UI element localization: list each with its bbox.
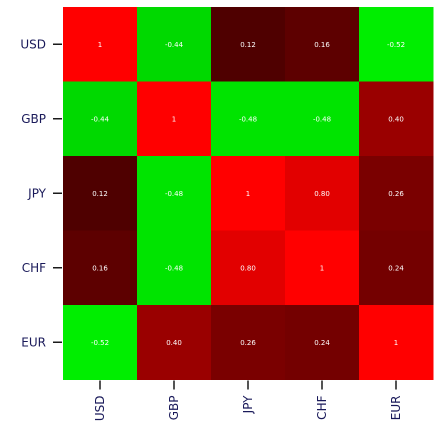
heatmap-cell-jpy-gbp	[137, 156, 212, 231]
cell-label-jpy-chf: 0.80	[314, 190, 330, 198]
cell-label-usd-gbp: -0.44	[165, 41, 184, 49]
cell-label-gbp-eur: 0.40	[388, 115, 404, 123]
y-tick-label-chf: CHF	[22, 261, 46, 275]
cell-label-gbp-usd: -0.44	[91, 115, 110, 123]
heatmap-cell-gbp-usd	[63, 81, 138, 157]
heatmap-cell-eur-jpy	[211, 305, 286, 380]
cell-label-eur-jpy: 0.26	[240, 339, 256, 347]
heatmap-cell-jpy-chf	[285, 156, 360, 231]
heatmap-cell-eur-usd	[63, 305, 138, 380]
heatmap-cell-chf-eur	[359, 230, 434, 306]
heatmap-cell-jpy-eur	[359, 156, 434, 231]
cell-label-jpy-gbp: -0.48	[165, 190, 183, 198]
cell-label-usd-jpy: 0.12	[240, 41, 256, 49]
y-tick-label-gbp: GBP	[21, 112, 46, 126]
x-tick-label-jpy: JPY	[241, 395, 255, 415]
x-axis: USD GBP JPY CHF EUR	[93, 380, 403, 422]
heatmap-cells	[63, 7, 434, 380]
heatmap-cell-chf-usd	[63, 230, 138, 306]
heatmap-cell-chf-gbp	[137, 230, 212, 306]
heatmap-cell-jpy-jpy	[211, 156, 286, 231]
cell-label-gbp-jpy: -0.48	[239, 115, 257, 123]
heatmap-cell-usd-eur	[359, 7, 434, 82]
cell-label-eur-gbp: 0.40	[166, 339, 182, 347]
x-tick-label-usd: USD	[93, 396, 107, 422]
cell-label-eur-usd: -0.52	[91, 339, 109, 347]
cell-label-chf-jpy: 0.80	[240, 264, 256, 272]
cell-label-usd-eur: -0.52	[387, 41, 405, 49]
cell-label-chf-eur: 0.24	[388, 264, 404, 272]
heatmap-cell-eur-gbp	[137, 305, 212, 380]
heatmap-cell-eur-chf	[285, 305, 360, 380]
heatmap-cell-gbp-gbp	[137, 81, 212, 157]
heatmap-cell-eur-eur	[359, 305, 434, 380]
y-axis: USD GBP JPY CHF EUR	[20, 37, 62, 349]
y-tick-label-eur: EUR	[21, 335, 46, 349]
heatmap-cell-gbp-chf	[285, 81, 360, 157]
heatmap-cell-gbp-eur	[359, 81, 434, 157]
heatmap-cell-labels: 1 -0.44 0.12 0.16 -0.52 -0.44 1 -0.48 -0.48 0.40 0…	[91, 41, 405, 347]
cell-label-chf-chf: 1	[320, 264, 324, 272]
cell-label-eur-chf: 0.24	[314, 339, 330, 347]
cell-label-eur-eur: 1	[394, 339, 398, 347]
cell-label-jpy-usd: 0.12	[92, 190, 108, 198]
y-tick-label-jpy: JPY	[27, 186, 47, 200]
x-tick-label-gbp: GBP	[167, 396, 181, 421]
heatmap-cell-chf-jpy	[211, 230, 286, 306]
cell-label-jpy-eur: 0.26	[388, 190, 404, 198]
x-tick-label-chf: CHF	[315, 395, 329, 419]
cell-label-usd-usd: 1	[98, 41, 102, 49]
heatmap-cell-gbp-jpy	[211, 81, 286, 157]
cell-label-chf-gbp: -0.48	[165, 264, 183, 272]
heatmap-cell-usd-jpy	[211, 7, 286, 82]
cell-label-chf-usd: 0.16	[92, 264, 108, 272]
cell-label-usd-chf: 0.16	[314, 41, 330, 49]
heatmap-cell-usd-usd	[63, 7, 138, 82]
cell-label-gbp-chf: -0.48	[313, 115, 331, 123]
y-tick-label-usd: USD	[20, 37, 46, 51]
cell-label-jpy-jpy: 1	[246, 190, 250, 198]
heatmap-cell-jpy-usd	[63, 156, 138, 231]
x-tick-label-eur: EUR	[389, 396, 403, 421]
heatmap-cell-usd-chf	[285, 7, 360, 82]
heatmap-cell-usd-gbp	[137, 7, 212, 82]
cell-label-gbp-gbp: 1	[172, 115, 176, 123]
heatmap-cell-chf-chf	[285, 230, 360, 306]
